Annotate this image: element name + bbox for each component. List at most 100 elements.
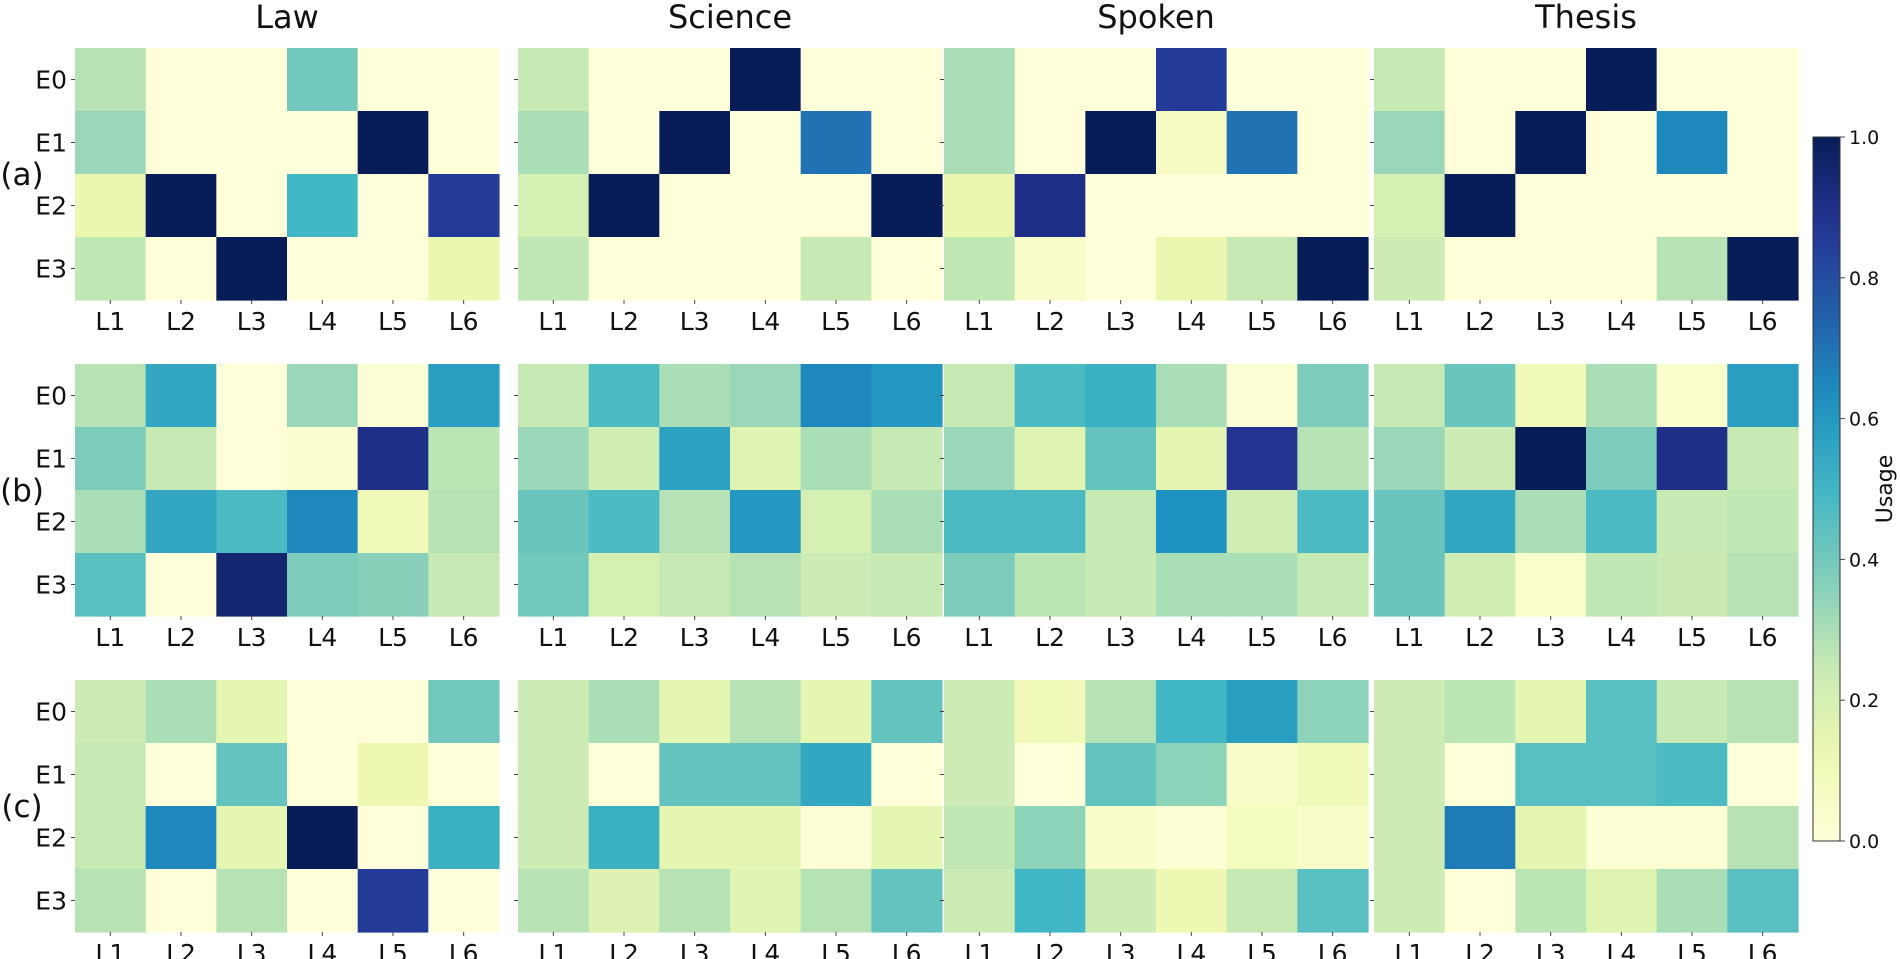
heatmap-cell <box>1085 237 1157 301</box>
heatmap-cell <box>145 743 217 807</box>
heatmap-cell <box>518 174 590 238</box>
heatmap-cell <box>1586 553 1658 617</box>
heatmap-cell <box>287 364 359 428</box>
heatmap-cell <box>1586 237 1658 301</box>
heatmap-cell <box>518 48 590 112</box>
heatmap-cell <box>1656 237 1728 301</box>
heatmap-cell <box>1156 490 1228 554</box>
heatmap-cell <box>1374 427 1446 491</box>
heatmap-cell <box>659 48 731 112</box>
x-tick-label: L6 <box>1318 623 1348 652</box>
y-tick-label: E0 <box>35 66 67 95</box>
x-tick-label: L2 <box>609 939 639 959</box>
x-tick-label: L5 <box>821 623 851 652</box>
heatmap-cell <box>75 174 147 238</box>
x-tick-label: L5 <box>821 307 851 336</box>
heatmap-cell <box>1085 680 1157 744</box>
heatmap-cell <box>1297 869 1369 933</box>
x-tick-label: L2 <box>1035 939 1065 959</box>
x-tick-label: L6 <box>1748 307 1778 336</box>
panel-thesis-b: L1 L2 L3 L4 L5 L6 <box>1370 364 1799 652</box>
heatmap-cell <box>1014 553 1086 617</box>
heatmap-cell <box>357 174 429 238</box>
heatmap-cell <box>1297 806 1369 870</box>
heatmap-cell <box>1014 364 1086 428</box>
heatmap-cell <box>1444 174 1516 238</box>
heatmap-cell <box>1444 237 1516 301</box>
x-tick-label: L4 <box>1606 623 1636 652</box>
heatmap-cell <box>1014 237 1086 301</box>
heatmap-cell <box>944 869 1016 933</box>
heatmap-cell <box>659 743 731 807</box>
x-tick-label: L5 <box>378 939 408 959</box>
heatmap-cell <box>1586 490 1658 554</box>
heatmap-cell <box>1727 806 1799 870</box>
x-tick-label: L6 <box>892 623 922 652</box>
heatmap-cell <box>1156 364 1228 428</box>
heatmap-cell <box>1297 174 1369 238</box>
heatmap-cell <box>145 553 217 617</box>
x-tick-label: L5 <box>1247 307 1277 336</box>
heatmap-cell <box>800 553 872 617</box>
heatmap-cell <box>1727 364 1799 428</box>
y-tick-label: E2 <box>35 824 67 853</box>
heatmap-cell <box>75 48 147 112</box>
heatmap-cell <box>357 111 429 175</box>
heatmap-cell <box>1656 743 1728 807</box>
y-tick-label: E3 <box>35 255 67 284</box>
heatmap-cell <box>145 111 217 175</box>
heatmap-cell <box>1444 869 1516 933</box>
heatmap-cell <box>659 364 731 428</box>
heatmap-cell <box>357 743 429 807</box>
heatmap-cell <box>800 743 872 807</box>
y-tick-label: E0 <box>35 698 67 727</box>
column-title-spoken: Spoken <box>1097 0 1215 36</box>
heatmap-cell <box>871 48 943 112</box>
heatmap-cell <box>944 111 1016 175</box>
heatmap-cell <box>75 553 147 617</box>
heatmap-cell <box>75 869 147 933</box>
x-tick-label: L2 <box>609 623 639 652</box>
heatmap-cell <box>287 869 359 933</box>
heatmap-cell <box>1297 427 1369 491</box>
column-titles: Law Science Spoken Thesis <box>255 0 1637 36</box>
x-tick-label: L6 <box>892 939 922 959</box>
heatmap-cell <box>428 553 500 617</box>
heatmap-cell <box>871 427 943 491</box>
x-tick-label: L3 <box>1106 623 1136 652</box>
heatmap-cell <box>1085 174 1157 238</box>
heatmap-cell <box>1586 680 1658 744</box>
heatmap-cell <box>1515 427 1587 491</box>
heatmap-cell <box>1085 743 1157 807</box>
heatmap-cell <box>944 806 1016 870</box>
heatmap-cell <box>1374 48 1446 112</box>
heatmap-cell <box>871 174 943 238</box>
panel-law-c: L1 L2 L3 L4 L5 L6 E0 E1 E2 E3 <box>35 680 500 959</box>
colorbar-tick-label: 1.0 <box>1849 127 1879 149</box>
heatmap-cell <box>1374 364 1446 428</box>
heatmap-cell <box>428 490 500 554</box>
x-tick-label: L1 <box>964 623 994 652</box>
heatmap-cell <box>1515 111 1587 175</box>
heatmap-cell <box>1297 364 1369 428</box>
heatmap-cell <box>287 174 359 238</box>
heatmap-cell <box>1297 237 1369 301</box>
heatmap-cell <box>145 680 217 744</box>
heatmap-cell <box>1444 680 1516 744</box>
x-tick-label: L3 <box>680 307 710 336</box>
heatmap-cell <box>944 680 1016 744</box>
heatmap-cell <box>1085 48 1157 112</box>
heatmap-cell <box>1085 869 1157 933</box>
heatmap-cell <box>1374 869 1446 933</box>
heatmap-cell <box>518 680 590 744</box>
colorbar-tick-label: 0.8 <box>1849 268 1879 290</box>
x-tick-label: L4 <box>307 939 337 959</box>
heatmap-cell <box>1656 869 1728 933</box>
heatmap-cell <box>287 806 359 870</box>
heatmap-cell <box>1156 427 1228 491</box>
x-tick-label: L4 <box>307 307 337 336</box>
panel-spoken-c: L1 L2 L3 L4 L5 L6 <box>940 680 1369 959</box>
heatmap-cell <box>1226 490 1298 554</box>
heatmap-cell <box>518 490 590 554</box>
x-tick-label: L4 <box>1176 307 1206 336</box>
